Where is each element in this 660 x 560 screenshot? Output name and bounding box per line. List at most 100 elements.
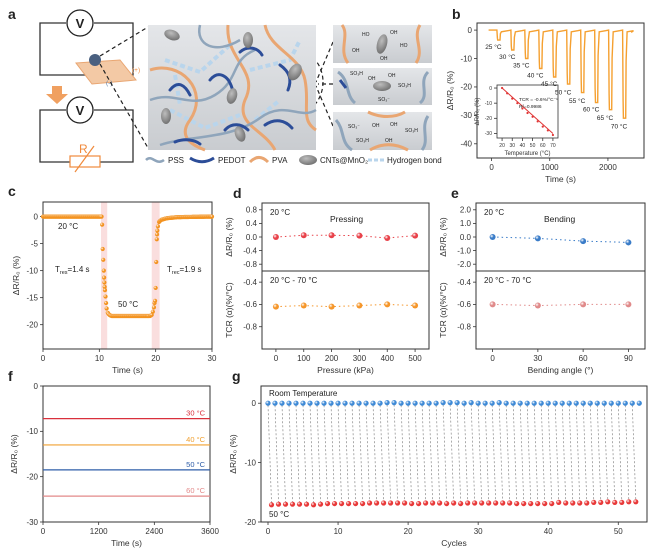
cycle-connector: [414, 405, 419, 502]
data-point: [356, 232, 363, 239]
plot-frame: [42, 385, 211, 523]
data-point: [338, 500, 345, 507]
circuit-wire: [39, 109, 70, 163]
x-tick-label: 200: [325, 354, 339, 363]
y-tick-label: -0.8: [457, 323, 471, 332]
response-subscript: res: [60, 270, 68, 276]
recovery-value: =1.9 s: [180, 265, 202, 274]
response-curve: [488, 29, 634, 119]
inset-annotation: R²=0.9986: [519, 104, 542, 110]
series-label: 40 °C: [186, 435, 205, 444]
data-point: [154, 232, 160, 237]
data-point: [451, 500, 457, 506]
cycle-connector: [456, 404, 462, 502]
series-label: 50 °C: [186, 460, 205, 469]
data-point: [541, 125, 544, 128]
data-point: [486, 500, 492, 506]
x-tick-label: 0: [41, 527, 46, 536]
sensor-film: [75, 59, 137, 85]
plot-b: 0 -10 -20 -30 -40 0 1000 2000 Time (s) ΔR/R₀ (%) 2…: [445, 22, 645, 184]
data-point: [342, 400, 348, 406]
data-point: [363, 400, 369, 406]
data-point: [514, 500, 520, 507]
room-temperature-label: Room Temperature: [269, 389, 338, 398]
data-point: [103, 300, 109, 306]
data-point: [104, 306, 109, 311]
x-tick-label: 20: [499, 143, 505, 149]
chem-label: OH: [390, 30, 398, 36]
y-tick-label: -10: [244, 458, 256, 467]
cycle-connector: [421, 405, 426, 502]
step-temperature-label: 50 °C: [118, 300, 138, 309]
data-point: [426, 400, 432, 406]
data-point: [103, 294, 108, 299]
fit-line: [501, 87, 554, 134]
chem-label: OH: [380, 56, 388, 62]
cycle-connector: [491, 405, 497, 502]
data-point: [580, 301, 587, 308]
data-point: [430, 500, 436, 506]
cycle-connector: [554, 405, 560, 501]
x-tick-label: 60: [540, 143, 546, 149]
y-tick-label: -2.0: [457, 260, 471, 269]
data-point: [310, 502, 317, 508]
data-point: [608, 400, 614, 406]
data-point: [99, 214, 104, 219]
cycle-connector: [498, 404, 504, 502]
chem-label: SO₃H: [350, 71, 363, 77]
data-point: [625, 301, 632, 308]
y-tick-label: -40: [460, 140, 472, 149]
data-point: [545, 400, 551, 406]
data-point: [440, 400, 446, 406]
y-axis-label: TCR (α)(%/°C): [224, 282, 234, 338]
data-point: [566, 400, 572, 406]
polymer-network-illustration: [148, 24, 317, 152]
chem-label: SO₃H: [356, 138, 369, 144]
data-point: [437, 500, 443, 506]
data-point: [153, 298, 158, 304]
cycle-connector: [589, 405, 595, 501]
dip-temperature-label: 50 °C: [555, 89, 572, 97]
legend-pss: PSS: [168, 156, 184, 165]
x-axis-label: Time (s): [545, 174, 576, 184]
y-axis-label: ΔR/R₀ (%): [224, 217, 234, 257]
x-tick-label: 50: [530, 143, 536, 149]
y-tick-label: 0.4: [246, 219, 258, 228]
data-point: [328, 232, 335, 239]
data-point: [384, 235, 391, 242]
panel-label-g: g: [232, 368, 241, 384]
data-point: [272, 234, 279, 240]
y-tick-label: 0: [468, 26, 473, 35]
dip-temperature-label: 55 °C: [569, 97, 586, 105]
data-point: [601, 400, 607, 406]
data-point: [524, 400, 530, 406]
cycle-connector: [428, 405, 433, 502]
cycle-connector: [407, 405, 412, 502]
data-point: [489, 234, 496, 240]
cycle-connector: [309, 405, 314, 503]
legend-cnt: CNTs@MnO₂: [320, 156, 368, 165]
temperature-range-label: 20 °C - 70 °C: [484, 276, 532, 285]
dip-temperature-label: 45 °C: [541, 80, 558, 88]
cycle-connector: [533, 405, 539, 502]
data-point: [526, 111, 529, 115]
cycle-connector: [449, 404, 454, 502]
data-point: [282, 501, 289, 507]
panel-label-c: c: [8, 183, 16, 199]
cycle-connector: [344, 405, 349, 502]
cycle-connector: [624, 405, 630, 500]
data-point: [563, 500, 569, 506]
y-tick-label: -0.4: [243, 278, 257, 287]
data-point: [559, 400, 565, 406]
data-point: [546, 129, 549, 132]
cycle-connector: [393, 404, 398, 502]
data-point: [493, 500, 499, 506]
data-point: [154, 259, 159, 265]
data-point: [454, 400, 460, 406]
chem-label: OH: [352, 48, 360, 54]
response-time-label: Tres=1.4 s: [55, 265, 90, 276]
data-point: [511, 97, 514, 100]
y-axis-label: ΔR/R₀ (%): [9, 434, 19, 474]
schematic-legend: PSS PEDOT PVA CNTs@MnO₂ Hydrogen bond: [145, 155, 442, 165]
